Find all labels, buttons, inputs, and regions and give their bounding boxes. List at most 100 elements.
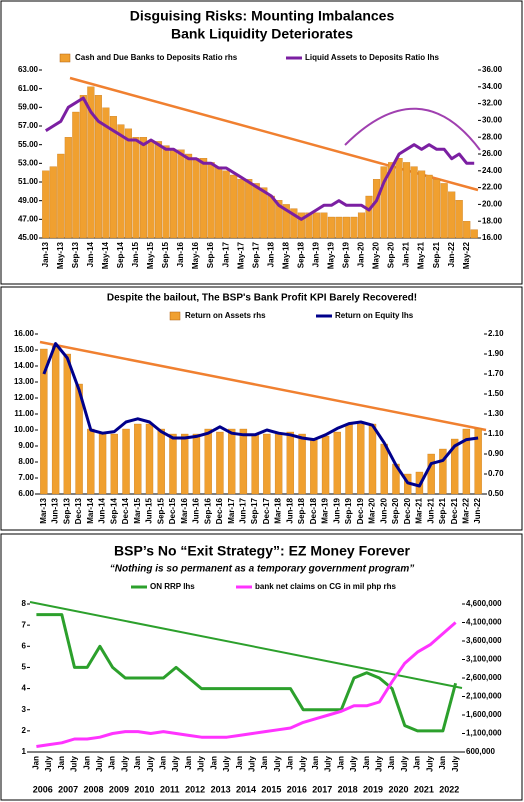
y-tick-label: 10.00 bbox=[14, 425, 35, 434]
x-tick-label: Jan bbox=[336, 756, 345, 770]
bar bbox=[42, 170, 50, 239]
year-label: 2018 bbox=[338, 784, 358, 794]
y2-tick-label: 1.70 bbox=[488, 369, 504, 378]
x-tick-label: Sep-21 bbox=[432, 241, 441, 268]
bar bbox=[87, 428, 95, 495]
bar bbox=[263, 433, 271, 495]
x-tick-label: Sep-19 bbox=[344, 497, 353, 524]
y-tick-label: 57.00 bbox=[18, 121, 39, 130]
y2-tick-label: 30.00 bbox=[482, 116, 503, 125]
bar bbox=[470, 229, 478, 239]
bar bbox=[87, 86, 95, 239]
x-tick-label: Mar-22 bbox=[462, 497, 471, 523]
x-tick-label: Sep-15 bbox=[156, 497, 165, 524]
bar bbox=[260, 187, 268, 239]
bar bbox=[237, 179, 245, 239]
chart-subtitle: Bank Liquidity Deteriorates bbox=[171, 26, 353, 42]
x-tick-label: Sep-13 bbox=[71, 241, 80, 268]
bar bbox=[109, 116, 117, 239]
y-tick-label: 47.00 bbox=[18, 214, 39, 223]
x-tick-label: Jan-16 bbox=[176, 241, 185, 267]
x-tick-label: May-17 bbox=[236, 241, 245, 269]
x-tick-label: Mar-17 bbox=[227, 497, 236, 523]
x-tick-label: July bbox=[400, 755, 409, 772]
y-tick-label: 55.00 bbox=[18, 140, 39, 149]
year-label: 2014 bbox=[236, 784, 256, 794]
x-tick-label: Jan-20 bbox=[357, 241, 366, 267]
y-tick-label: 6 bbox=[22, 641, 27, 650]
x-tick-label: Dec-16 bbox=[215, 497, 224, 524]
year-label: 2020 bbox=[388, 784, 408, 794]
bar bbox=[282, 204, 290, 239]
y-tick-label: 3 bbox=[22, 705, 27, 714]
y2-tick-label: 22.00 bbox=[482, 183, 503, 192]
y-tick-label: 14.00 bbox=[14, 361, 35, 370]
legend-swatch bbox=[59, 53, 71, 63]
y2-tick-label: 2,100,000 bbox=[466, 692, 502, 701]
x-tick-label: Sep-20 bbox=[387, 241, 396, 268]
bar bbox=[345, 423, 353, 495]
bar bbox=[215, 166, 223, 239]
line bbox=[42, 342, 479, 488]
year-label: 2010 bbox=[134, 784, 154, 794]
bar bbox=[162, 145, 170, 239]
x-tick-label: Jan-21 bbox=[402, 241, 411, 267]
bar bbox=[134, 423, 142, 495]
x-tick-label: July bbox=[324, 755, 333, 772]
x-tick-label: Dec-20 bbox=[403, 497, 412, 524]
x-tick-label: Jan-14 bbox=[86, 241, 95, 267]
y-tick-label: 53.00 bbox=[18, 158, 39, 167]
x-tick-label: Jan-15 bbox=[131, 241, 140, 267]
x-tick-label: Jan bbox=[159, 756, 168, 770]
y2-tick-label: 20.00 bbox=[482, 200, 503, 209]
year-label: 2021 bbox=[414, 784, 434, 794]
x-tick-label: Sep-17 bbox=[251, 241, 260, 268]
x-tick-label: Sep-16 bbox=[206, 241, 215, 268]
bar bbox=[145, 423, 154, 495]
x-tick-label: Dec-15 bbox=[168, 497, 177, 524]
line bbox=[36, 621, 457, 748]
y-tick-label: 2 bbox=[22, 726, 27, 735]
y2-tick-label: 600,000 bbox=[466, 747, 495, 756]
bar bbox=[157, 428, 165, 495]
chart-title: BSP’s No “Exit Strategy”: EZ Money Forev… bbox=[114, 543, 410, 559]
year-label: 2007 bbox=[58, 784, 78, 794]
x-tick-label: May-14 bbox=[101, 241, 110, 269]
bar bbox=[350, 216, 358, 239]
bar bbox=[368, 423, 377, 495]
bar bbox=[275, 200, 283, 239]
y-tick-label: 51.00 bbox=[18, 177, 39, 186]
y-tick-label: 4 bbox=[22, 684, 27, 693]
x-tick-label: Jan bbox=[82, 756, 91, 770]
bar bbox=[365, 195, 373, 239]
bar bbox=[450, 438, 459, 495]
x-tick-label: May-20 bbox=[372, 241, 381, 269]
legend-label: bank net claims on CG in mil php rhs bbox=[255, 582, 396, 591]
bar bbox=[63, 353, 72, 495]
x-tick-label: Sep-13 bbox=[62, 497, 71, 524]
bar bbox=[117, 124, 125, 239]
x-tick-label: Sep-15 bbox=[161, 241, 170, 268]
bar bbox=[72, 111, 80, 239]
bar bbox=[239, 428, 248, 495]
year-label: 2011 bbox=[160, 784, 180, 794]
x-tick-label: May-22 bbox=[462, 241, 471, 269]
bar bbox=[139, 137, 148, 239]
line bbox=[45, 96, 475, 221]
y2-tick-label: 16.00 bbox=[482, 233, 503, 242]
bar bbox=[252, 183, 260, 239]
bar bbox=[170, 149, 178, 239]
legend-label: Return on Assets rhs bbox=[185, 311, 266, 320]
year-label: 2009 bbox=[109, 784, 129, 794]
x-tick-label: Jun-22 bbox=[473, 497, 482, 523]
bar bbox=[312, 212, 320, 239]
year-label: 2013 bbox=[211, 784, 231, 794]
x-tick-label: Mar-14 bbox=[86, 497, 95, 523]
line bbox=[36, 613, 458, 733]
x-tick-label: Sep-18 bbox=[296, 241, 305, 268]
bar bbox=[310, 438, 318, 495]
x-tick-label: Dec-21 bbox=[450, 497, 459, 524]
y-tick-label: 63.00 bbox=[18, 65, 39, 74]
year-label: 2015 bbox=[261, 784, 281, 794]
